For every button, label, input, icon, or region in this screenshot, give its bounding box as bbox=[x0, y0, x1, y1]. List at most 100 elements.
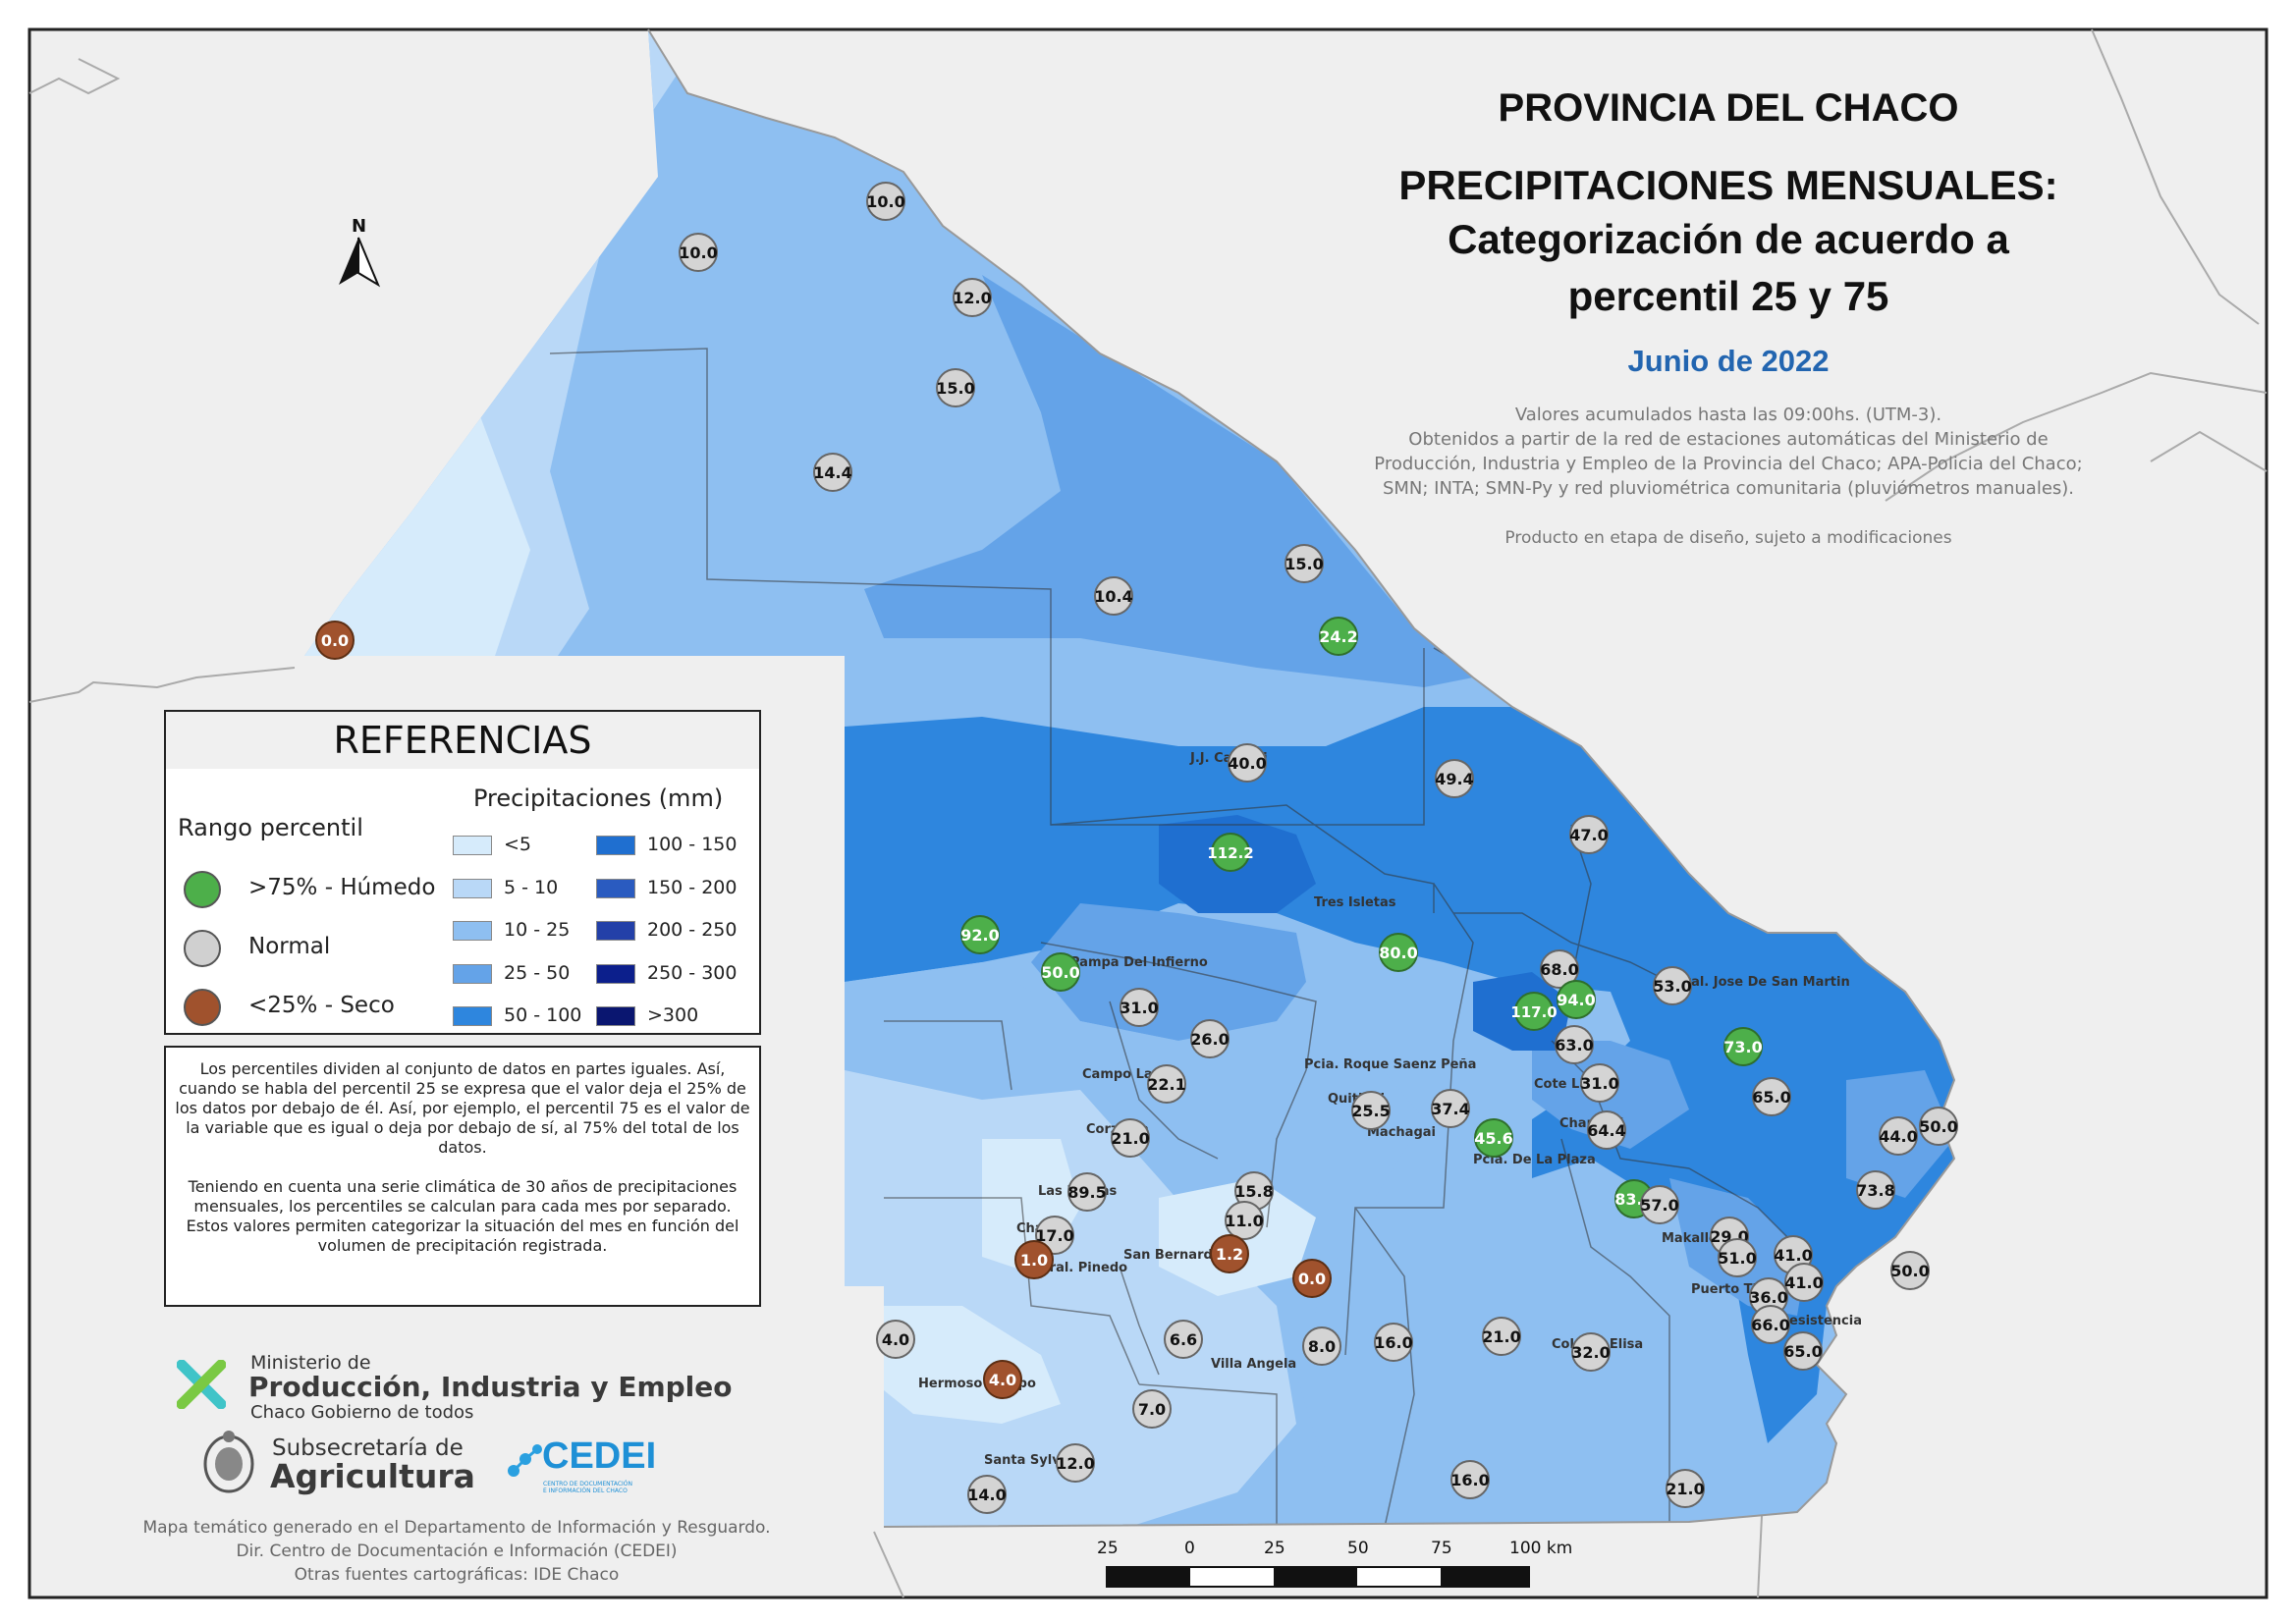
station-value: 117.0 bbox=[1510, 1003, 1557, 1021]
scale-label: 25 bbox=[1097, 1539, 1119, 1558]
station-value: 12.0 bbox=[953, 289, 991, 307]
station-circle bbox=[1580, 1063, 1619, 1103]
note-paragraph-1: Los percentiles dividen al conjunto de d… bbox=[175, 1059, 750, 1157]
station-marker: 0.0 bbox=[315, 621, 355, 660]
legend-swatch bbox=[453, 921, 492, 941]
station-value: 68.0 bbox=[1540, 960, 1578, 979]
station-marker: 31.0 bbox=[1120, 988, 1159, 1027]
station-value: 32.0 bbox=[1571, 1343, 1610, 1362]
station-circle bbox=[1435, 759, 1474, 798]
station-marker: 53.0 bbox=[1653, 966, 1692, 1005]
station-circle bbox=[960, 915, 1000, 954]
station-value: 1.2 bbox=[1216, 1245, 1243, 1264]
legend-percentile-label: <25% - Seco bbox=[248, 993, 395, 1018]
legend-precip-label: >300 bbox=[647, 1004, 699, 1026]
legend-precip-label: 50 - 100 bbox=[504, 1004, 582, 1026]
station-circle bbox=[1190, 1019, 1230, 1058]
ministerio-big: Producción, Industria y Empleo bbox=[248, 1371, 733, 1403]
station-value: 22.1 bbox=[1147, 1075, 1185, 1094]
station-marker: 25.5 bbox=[1351, 1091, 1391, 1130]
legend-swatch bbox=[596, 963, 635, 984]
station-circle bbox=[1132, 1389, 1172, 1429]
disclaimer: Producto en etapa de diseño, sujeto a mo… bbox=[1504, 528, 1952, 548]
station-value: 37.4 bbox=[1431, 1100, 1469, 1118]
place-label: Pampa Del Infierno bbox=[1070, 955, 1208, 970]
station-circle bbox=[1285, 544, 1324, 583]
station-circle bbox=[1653, 966, 1692, 1005]
station-marker: 41.0 bbox=[1784, 1263, 1824, 1302]
station-marker: 89.5 bbox=[1067, 1172, 1107, 1212]
station-marker: 45.6 bbox=[1474, 1118, 1513, 1158]
scale-label: 75 bbox=[1431, 1539, 1452, 1558]
station-marker: 11.0 bbox=[1225, 1201, 1264, 1240]
station-marker: 24.2 bbox=[1319, 617, 1358, 656]
station-circle bbox=[1919, 1107, 1958, 1146]
station-value: 40.0 bbox=[1228, 754, 1266, 773]
station-circle bbox=[1557, 980, 1596, 1019]
station-circle bbox=[1056, 1443, 1095, 1483]
station-value: 41.0 bbox=[1784, 1273, 1823, 1292]
station-value: 7.0 bbox=[1138, 1400, 1166, 1419]
station-marker: 117.0 bbox=[1510, 992, 1558, 1031]
ministerio-logo-icon bbox=[177, 1360, 226, 1409]
station-marker: 50.0 bbox=[1890, 1251, 1930, 1290]
station-value: 25.5 bbox=[1351, 1102, 1390, 1120]
station-value: 15.0 bbox=[1285, 555, 1323, 573]
legend-percentile-label: >75% - Húmedo bbox=[248, 875, 436, 900]
station-marker: 0.0 bbox=[1292, 1259, 1332, 1298]
legend-precip-label: 250 - 300 bbox=[647, 961, 738, 984]
legend-precip-label: 25 - 50 bbox=[504, 961, 571, 984]
coat-of-arms-icon bbox=[203, 1431, 254, 1493]
station-circle bbox=[315, 621, 355, 660]
station-value: 10.0 bbox=[866, 192, 904, 211]
legend-dot bbox=[184, 871, 221, 908]
legend-swatch bbox=[596, 878, 635, 898]
station-marker: 80.0 bbox=[1379, 933, 1418, 972]
station-marker: 63.0 bbox=[1555, 1025, 1594, 1064]
scale-label: 100 km bbox=[1509, 1539, 1573, 1558]
station-circle bbox=[1319, 617, 1358, 656]
station-marker: 7.0 bbox=[1132, 1389, 1172, 1429]
station-marker: 64.4 bbox=[1587, 1110, 1626, 1150]
station-value: 16.0 bbox=[1374, 1333, 1412, 1352]
legend-dot bbox=[184, 989, 221, 1026]
station-marker: 49.4 bbox=[1435, 759, 1474, 798]
station-circle bbox=[1540, 949, 1579, 989]
station-value: 53.0 bbox=[1653, 977, 1691, 996]
station-value: 1.0 bbox=[1020, 1251, 1048, 1270]
station-circle bbox=[813, 453, 852, 492]
station-circle bbox=[1292, 1259, 1332, 1298]
station-value: 80.0 bbox=[1379, 944, 1417, 962]
legend-swatch bbox=[453, 963, 492, 984]
station-circle bbox=[1014, 1240, 1054, 1279]
station-marker: 65.0 bbox=[1752, 1077, 1791, 1116]
station-circle bbox=[1879, 1116, 1918, 1156]
place-label: Resistencia bbox=[1779, 1314, 1862, 1328]
station-circle bbox=[1225, 1201, 1264, 1240]
place-label: Machagai bbox=[1367, 1125, 1436, 1140]
station-circle bbox=[967, 1475, 1007, 1514]
station-value: 94.0 bbox=[1557, 991, 1595, 1009]
legend-box: REFERENCIAS Rango percentil Precipitacio… bbox=[164, 710, 761, 1035]
legend-swatch bbox=[596, 1006, 635, 1026]
legend-precip-label: 150 - 200 bbox=[647, 876, 738, 898]
station-value: 64.4 bbox=[1587, 1121, 1625, 1140]
station-value: 26.0 bbox=[1190, 1030, 1229, 1049]
scale-label: 25 bbox=[1264, 1539, 1285, 1558]
station-circle bbox=[1666, 1469, 1705, 1508]
station-value: 21.0 bbox=[1111, 1129, 1149, 1148]
station-value: 63.0 bbox=[1555, 1036, 1593, 1055]
station-value: 10.4 bbox=[1094, 587, 1132, 606]
station-value: 50.0 bbox=[1919, 1117, 1957, 1136]
ministerio-tag: Chaco Gobierno de todos bbox=[250, 1402, 474, 1423]
station-value: 57.0 bbox=[1640, 1196, 1678, 1215]
station-value: 14.4 bbox=[813, 463, 851, 482]
legend-precip-label: 5 - 10 bbox=[504, 876, 559, 898]
north-label: N bbox=[352, 216, 366, 237]
station-circle bbox=[1164, 1320, 1203, 1359]
legend-swatch bbox=[453, 836, 492, 855]
station-circle bbox=[1640, 1185, 1679, 1224]
description-line: Valores acumulados hasta las 09:00hs. (U… bbox=[1514, 405, 1942, 425]
station-marker: 26.0 bbox=[1190, 1019, 1230, 1058]
subsec-small: Subsecretaría de bbox=[272, 1435, 464, 1461]
